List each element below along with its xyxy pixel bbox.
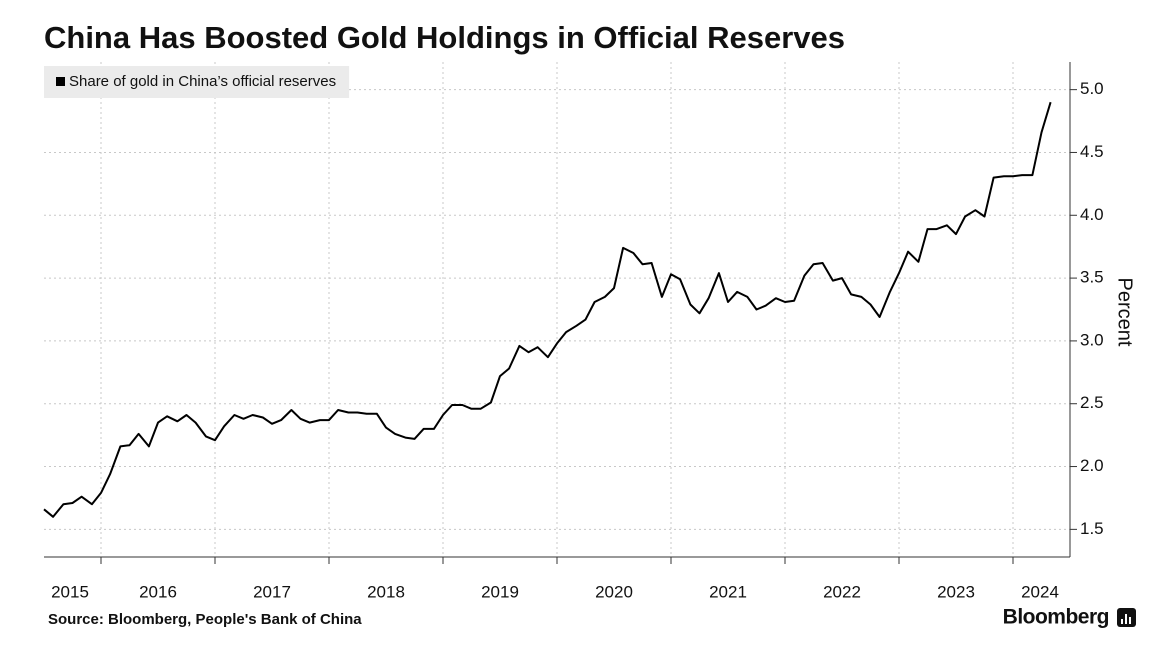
brand: Bloomberg [1003, 606, 1109, 629]
x-tick-label: 2022 [823, 582, 861, 601]
x-tick-label: 2018 [367, 582, 405, 601]
source-note: Source: Bloomberg, People's Bank of Chin… [48, 611, 362, 628]
x-tick-label: 2016 [139, 582, 177, 601]
x-tick-label: 2024 [1021, 582, 1059, 601]
brand-icon-bar [1121, 619, 1123, 624]
y-tick-label: 3.5 [1080, 268, 1104, 287]
legend-label: Share of gold in China’s official reserv… [69, 73, 336, 90]
y-tick-label: 3.0 [1080, 330, 1104, 349]
y-tick-label: 2.0 [1080, 456, 1104, 475]
x-tick-label: 2019 [481, 582, 519, 601]
y-tick-label: 4.5 [1080, 142, 1104, 161]
x-tick-label: 2020 [595, 582, 633, 601]
x-tick-label: 2021 [709, 582, 747, 601]
legend-swatch [56, 77, 65, 86]
brand-icon-bar [1129, 617, 1131, 624]
x-tick-label: 2015 [51, 582, 89, 601]
y-tick-label: 1.5 [1080, 519, 1104, 538]
data-line [43, 101, 1052, 518]
brand-icon [1117, 608, 1136, 627]
y-tick-label: 4.0 [1080, 205, 1104, 224]
x-tick-label: 2017 [253, 582, 291, 601]
legend-box [44, 66, 350, 98]
x-tick-label: 2023 [937, 582, 975, 601]
chart-title: China Has Boosted Gold Holdings in Offic… [44, 20, 845, 55]
brand-icon-bar [1125, 614, 1127, 624]
y-tick-label: 5.0 [1080, 79, 1104, 98]
legend: Share of gold in China’s official reserv… [44, 66, 350, 98]
y-tick-label: 2.5 [1080, 393, 1104, 412]
y-axis-label: Percent [1114, 278, 1136, 347]
